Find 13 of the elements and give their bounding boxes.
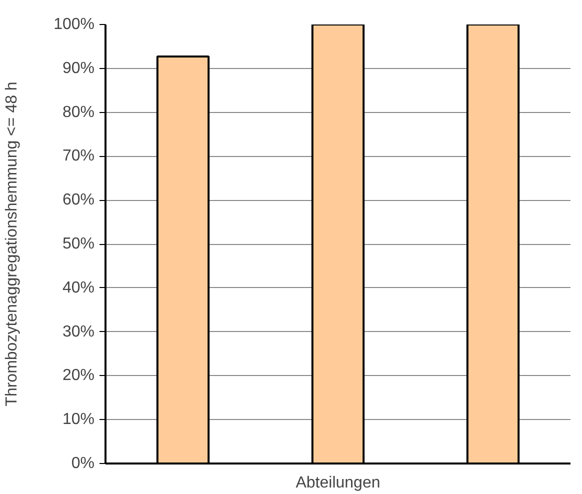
y-tick-label: 60% xyxy=(62,192,95,209)
x-axis-title: Abteilungen xyxy=(296,474,380,492)
y-tick-label: 50% xyxy=(62,236,95,252)
y-tick-label: 80% xyxy=(62,104,95,121)
y-tick-label: 0% xyxy=(71,455,94,472)
y-tick-label: 10% xyxy=(62,411,95,428)
y-tick-label: 90% xyxy=(62,60,95,77)
y-tick-label: 20% xyxy=(62,367,95,384)
y-tick-label: 40% xyxy=(62,279,95,296)
y-axis-title: Thrombozytenaggregationshemmung <= 48 h xyxy=(4,82,21,406)
y-tick-label: 100% xyxy=(54,16,94,33)
y-tick-label: 70% xyxy=(62,148,95,165)
y-tick-label: 30% xyxy=(62,323,95,340)
